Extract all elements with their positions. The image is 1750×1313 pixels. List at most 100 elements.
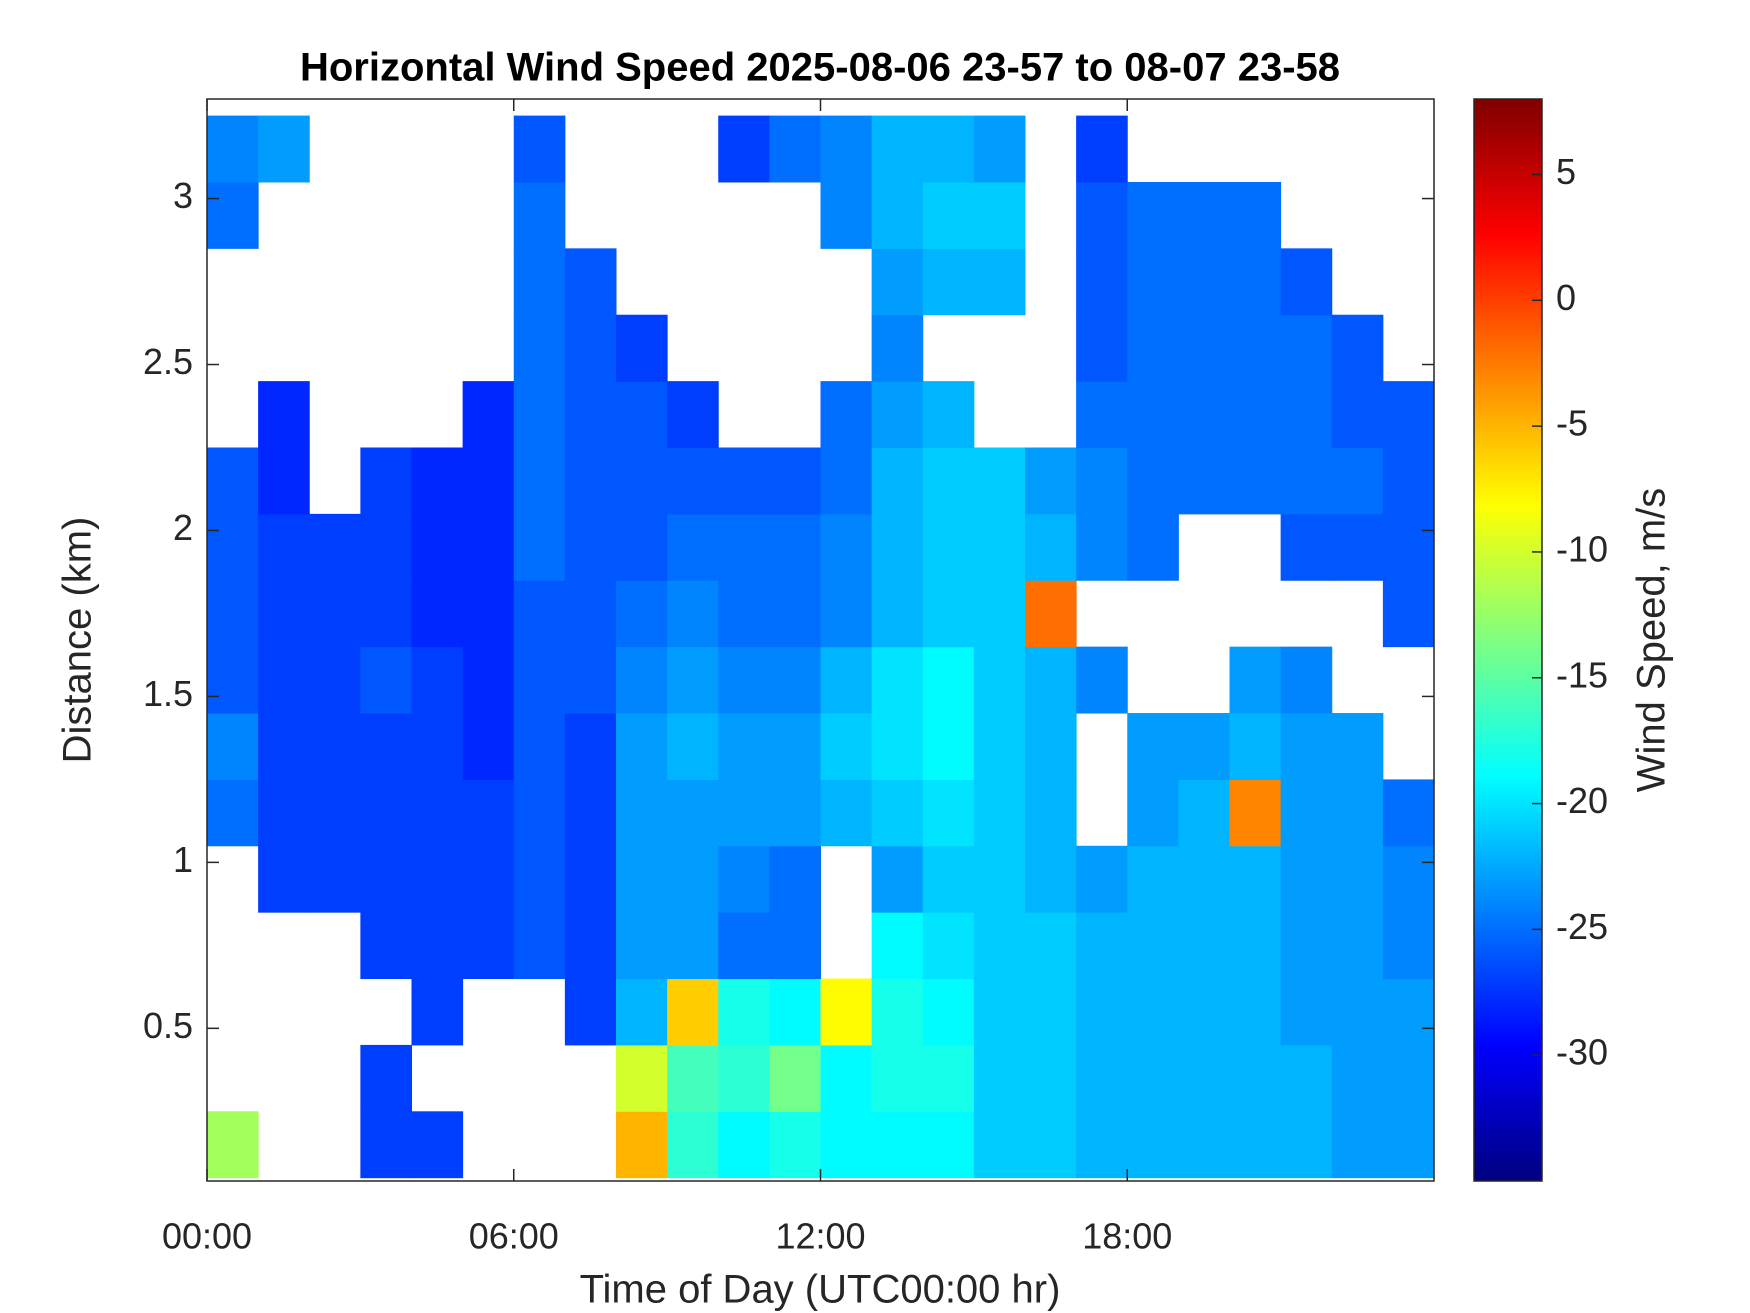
heatmap-cell [207,646,259,714]
heatmap-cell [667,713,719,780]
x-tick-label: 12:00 [775,1216,865,1257]
heatmap-cell [871,845,924,913]
heatmap-cell [1127,1111,1179,1179]
heatmap-cell [922,779,975,847]
heatmap-cell [309,646,361,714]
heatmap-cell [1127,845,1179,913]
heatmap-cell [258,513,310,581]
heatmap-cell [769,1044,821,1112]
heatmap-cell [973,1044,1026,1112]
heatmap-cell [1382,978,1435,1046]
heatmap-cell [1076,115,1128,183]
x-tick-label: 18:00 [1082,1216,1172,1257]
heatmap-cell [564,978,617,1046]
heatmap-cell [922,181,975,249]
colorbar-tick-label: 0 [1556,277,1576,318]
heatmap-cell [258,447,310,515]
heatmap-cell [1382,1044,1435,1112]
heatmap-cell [462,713,515,780]
heatmap-cell [718,713,770,780]
heatmap-cell [1025,447,1077,515]
heatmap-cell [207,580,259,648]
colorbar [1473,98,1543,1182]
heatmap-cell [1280,978,1333,1046]
heatmap-cell [360,646,412,714]
heatmap-cell [973,779,1026,847]
heatmap-cell [360,580,412,648]
heatmap-cell [922,447,975,515]
heatmap-cell [871,248,924,316]
heatmap-cell [871,779,924,847]
heatmap-cell [513,115,566,183]
heatmap-cell [820,181,873,249]
heatmap-cell [1025,978,1077,1046]
heatmap-cell [1127,1044,1179,1112]
heatmap-cell [309,779,361,847]
y-tick-label: 2 [173,507,193,548]
heatmap-cell [820,580,873,648]
heatmap-cell [513,912,566,980]
x-tick-label: 06:00 [469,1216,559,1257]
heatmap-cell [1382,580,1435,648]
colorbar-tick-label: -30 [1556,1032,1608,1073]
heatmap-cell [1025,713,1077,780]
heatmap-cell [1280,248,1333,316]
heatmap-cell [667,646,719,714]
heatmap-cell [973,1111,1026,1179]
heatmap-cell [309,513,361,581]
heatmap-cell [769,646,821,714]
heatmap-cell [411,845,464,913]
heatmap-cell [871,713,924,780]
heatmap-cell [820,1044,873,1112]
heatmap-cell [411,1111,464,1179]
heatmap-cell [564,580,617,648]
x-axis-title: Time of Day (UTC00:00 hr) [580,1268,1061,1312]
heatmap-cell [1025,580,1077,648]
heatmap-cell [1229,779,1282,847]
heatmap-cell [769,978,821,1046]
heatmap-cell [871,314,924,382]
heatmap-cell [973,513,1026,581]
colorbar-tick-label: -25 [1556,906,1608,947]
heatmap-cell [309,580,361,648]
heatmap-cell [462,912,515,980]
heatmap-cell [718,115,770,183]
heatmap-cell [564,447,617,515]
heatmap-cell [973,115,1026,183]
heatmap-cell [360,845,412,913]
heatmap-cell [1178,1044,1230,1112]
heatmap-cell [1280,447,1333,515]
heatmap-cell [513,713,566,780]
heatmap-cell [258,713,310,780]
heatmap-cell [360,1111,412,1179]
heatmap-cell [513,580,566,648]
heatmap-cell [1331,1044,1384,1112]
colorbar-tick-label: 5 [1556,151,1576,192]
heatmap-cell [769,513,821,581]
heatmap-cell [1382,381,1435,448]
heatmap-cell [973,248,1026,316]
heatmap-cell [1229,181,1282,249]
heatmap-cell [1229,978,1282,1046]
heatmap-cell [1280,646,1333,714]
heatmap-cell [871,646,924,714]
heatmap-cell [871,912,924,980]
heatmap-cell [1280,1044,1333,1112]
heatmap-cell [1127,978,1179,1046]
heatmap-cell [513,248,566,316]
heatmap-cell [1025,513,1077,581]
y-tick-label: 3 [173,175,193,216]
heatmap-cell [258,381,310,448]
heatmap-cell [1229,314,1282,382]
heatmap-cell [973,580,1026,648]
heatmap-cell [360,912,412,980]
heatmap-cell [1127,248,1179,316]
heatmap-cell [1178,181,1230,249]
heatmap-cell [820,381,873,448]
heatmap-cell [718,580,770,648]
heatmap-cell [973,447,1026,515]
heatmap-cell [973,181,1026,249]
heatmap-cell [1076,314,1128,382]
heatmap-cell [1076,978,1128,1046]
